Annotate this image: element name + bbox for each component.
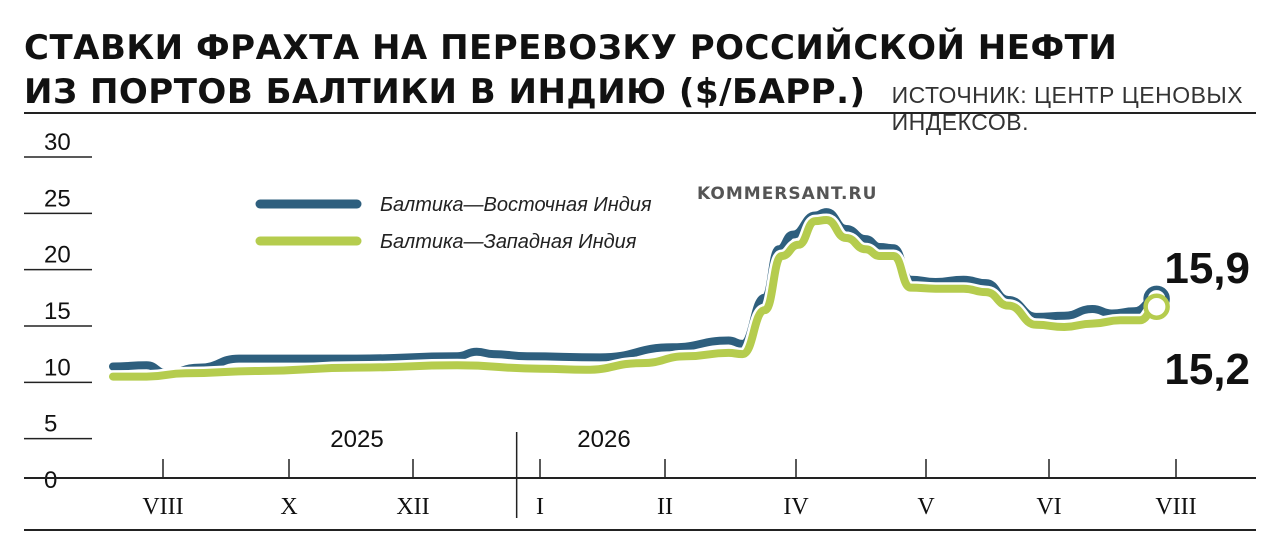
year-label: 2026 — [577, 426, 630, 453]
y-tick-label: 0 — [44, 467, 57, 494]
year-label: 2025 — [330, 426, 383, 453]
month-label: IV — [783, 494, 809, 520]
y-tick-label: 15 — [44, 298, 71, 325]
y-tick-label: 5 — [44, 411, 57, 438]
legend-label: Балтика—Восточная Индия — [380, 194, 652, 216]
legend-label: Балтика—Западная Индия — [380, 231, 637, 253]
y-tick-label: 30 — [44, 129, 71, 156]
title-line-2: ИЗ ПОРТОВ БАЛТИКИ В ИНДИЮ ($/БАРР.) — [24, 72, 866, 112]
month-label: II — [657, 494, 673, 520]
series-line-west-india — [109, 216, 1161, 381]
month-label: X — [280, 494, 297, 520]
end-label-west-india: 15,2 — [1164, 345, 1250, 394]
month-label: VIII — [142, 494, 183, 520]
y-tick-label: 10 — [44, 354, 71, 381]
month-label: I — [536, 494, 544, 520]
top-divider — [24, 112, 1256, 114]
title-line-1: СТАВКИ ФРАХТА НА ПЕРЕВОЗКУ РОССИЙСКОЙ НЕ… — [24, 28, 1118, 68]
end-label-east-india: 15,9 — [1164, 244, 1250, 293]
month-label: XII — [396, 494, 429, 520]
month-label: V — [917, 494, 935, 520]
month-label: VI — [1036, 494, 1061, 520]
end-marker-west-india — [1143, 293, 1170, 320]
month-label: VIII — [1155, 494, 1196, 520]
watermark-text: KOMMERSANT.RU — [697, 184, 877, 204]
y-tick-label: 20 — [44, 242, 71, 269]
y-tick-label: 25 — [44, 185, 71, 212]
